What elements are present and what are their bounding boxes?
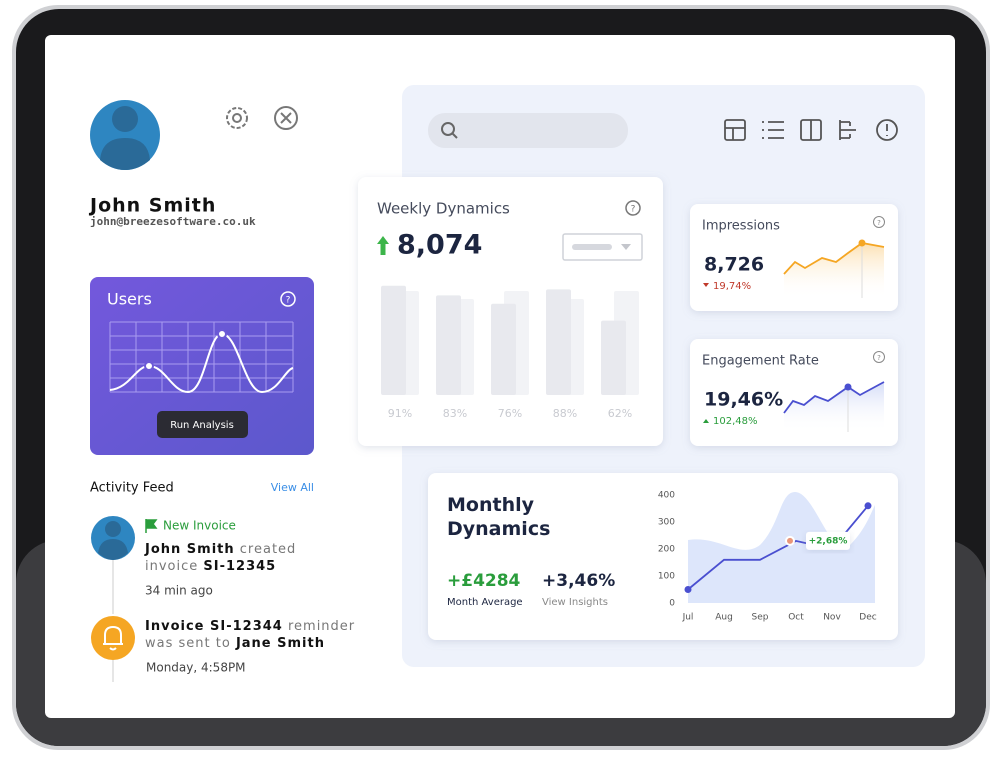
x-tick-label: Oct bbox=[788, 613, 804, 623]
impressions-value: 8,726 bbox=[704, 254, 764, 276]
help-icon[interactable]: ? bbox=[873, 216, 885, 228]
help-icon[interactable]: ? bbox=[625, 200, 641, 216]
stat-value: +3,46% bbox=[542, 571, 615, 591]
close-icon[interactable] bbox=[274, 106, 298, 130]
sparkline-point bbox=[858, 239, 866, 247]
x-tick-label: Sep bbox=[752, 613, 769, 623]
feed-actor: John Smith bbox=[144, 542, 235, 557]
profile-email: john@breezesoftware.co.uk bbox=[90, 215, 256, 228]
engagement-sparkline bbox=[783, 381, 885, 414]
list-view-icon[interactable] bbox=[762, 121, 784, 139]
weekly-dropdown[interactable] bbox=[562, 233, 643, 261]
stat-label: Month Average bbox=[447, 597, 523, 608]
monthly-title: Monthly Dynamics bbox=[447, 494, 550, 540]
monthly-chart: 0 100 200 300 400 Jul Aug Sep Oct Nov Dec +2,68% bbox=[658, 491, 877, 623]
view-all-link[interactable]: View All bbox=[271, 481, 314, 494]
feed-avatar bbox=[91, 516, 135, 560]
bar bbox=[546, 289, 571, 395]
weekly-value: 8,074 bbox=[397, 230, 482, 261]
feed-action: reminder bbox=[288, 619, 355, 634]
table-view-icon[interactable] bbox=[724, 119, 746, 141]
feed-object-prefix: was sent to bbox=[145, 636, 231, 651]
search-bar[interactable] bbox=[428, 113, 628, 148]
stat-label[interactable]: View Insights bbox=[542, 597, 608, 608]
activity-title: Activity Feed bbox=[90, 481, 174, 496]
impressions-title: Impressions bbox=[702, 219, 780, 234]
bar bbox=[491, 303, 516, 395]
y-tick-label: 0 bbox=[669, 599, 675, 609]
bar-label: 91% bbox=[388, 407, 412, 420]
feed-line: invoice SI-12345 bbox=[145, 559, 276, 574]
users-point bbox=[144, 361, 154, 371]
profile-name: John Smith bbox=[88, 195, 216, 217]
x-tick-label: Dec bbox=[859, 613, 876, 623]
up-arrow bbox=[377, 236, 389, 255]
run-analysis-button[interactable] bbox=[157, 411, 248, 438]
run-analysis-label: Run Analysis bbox=[170, 420, 234, 431]
feed-line: John Smith created bbox=[144, 542, 296, 557]
x-tick-label: Aug bbox=[715, 613, 733, 623]
svg-text:?: ? bbox=[877, 219, 881, 227]
bar-label: 83% bbox=[443, 407, 467, 420]
weekly-bars: 91% 83% 76% 88% 62% bbox=[381, 285, 639, 420]
engagement-title: Engagement Rate bbox=[702, 354, 819, 369]
down-arrow bbox=[703, 283, 709, 287]
feed-object: Invoice SI-12344 bbox=[145, 619, 283, 634]
impressions-area bbox=[784, 243, 884, 298]
info-icon[interactable] bbox=[876, 119, 898, 141]
sparkline-point bbox=[844, 383, 852, 391]
annotation-dot bbox=[785, 535, 795, 546]
bar-label: 62% bbox=[608, 407, 632, 420]
feed-tag: New Invoice bbox=[163, 519, 236, 533]
bar-label: 88% bbox=[553, 407, 577, 420]
y-tick-label: 400 bbox=[658, 491, 675, 501]
engagement-change: 102,48% bbox=[713, 416, 758, 427]
svg-text:?: ? bbox=[286, 296, 291, 306]
engagement-value: 19,46% bbox=[704, 389, 783, 411]
stat-value: +£4284 bbox=[447, 571, 521, 591]
search-icon bbox=[441, 122, 458, 139]
annotation-box bbox=[806, 531, 850, 550]
feed-actor: Jane Smith bbox=[235, 636, 325, 651]
users-title: Users bbox=[107, 290, 152, 309]
feed-action: created bbox=[240, 542, 297, 557]
point bbox=[684, 586, 692, 593]
feed-time: Monday, 4:58PM bbox=[146, 661, 246, 675]
feed-line: was sent to Jane Smith bbox=[145, 636, 325, 651]
x-tick-label: Jul bbox=[682, 613, 694, 623]
weekly-title: Weekly Dynamics bbox=[377, 200, 510, 218]
feed-object-prefix: invoice bbox=[145, 559, 198, 574]
feed-object: SI-12345 bbox=[203, 559, 276, 574]
svg-text:?: ? bbox=[631, 205, 636, 215]
avatar[interactable] bbox=[90, 100, 160, 170]
tree-view-icon[interactable] bbox=[839, 120, 856, 140]
feed-line: Invoice SI-12344 reminder bbox=[145, 619, 355, 634]
y-tick-label: 200 bbox=[658, 545, 675, 555]
help-icon[interactable]: ? bbox=[280, 291, 296, 307]
y-tick-label: 100 bbox=[658, 572, 675, 582]
users-point bbox=[217, 329, 227, 339]
x-tick-label: Nov bbox=[823, 613, 841, 623]
settings-icon[interactable] bbox=[226, 107, 248, 129]
flag-icon bbox=[145, 519, 158, 533]
bar bbox=[601, 320, 626, 395]
y-tick-label: 300 bbox=[658, 518, 675, 528]
split-view-icon[interactable] bbox=[800, 119, 822, 141]
bar-label: 76% bbox=[498, 407, 522, 420]
bar bbox=[436, 295, 461, 395]
help-icon[interactable]: ? bbox=[873, 351, 885, 363]
up-triangle bbox=[703, 419, 709, 423]
bar bbox=[381, 285, 406, 395]
point bbox=[864, 502, 872, 510]
svg-text:?: ? bbox=[877, 354, 881, 362]
feed-time: 34 min ago bbox=[145, 584, 213, 598]
annotation: +2,68% bbox=[809, 536, 848, 546]
impressions-change: 19,74% bbox=[713, 281, 751, 292]
bell-avatar bbox=[91, 616, 135, 660]
